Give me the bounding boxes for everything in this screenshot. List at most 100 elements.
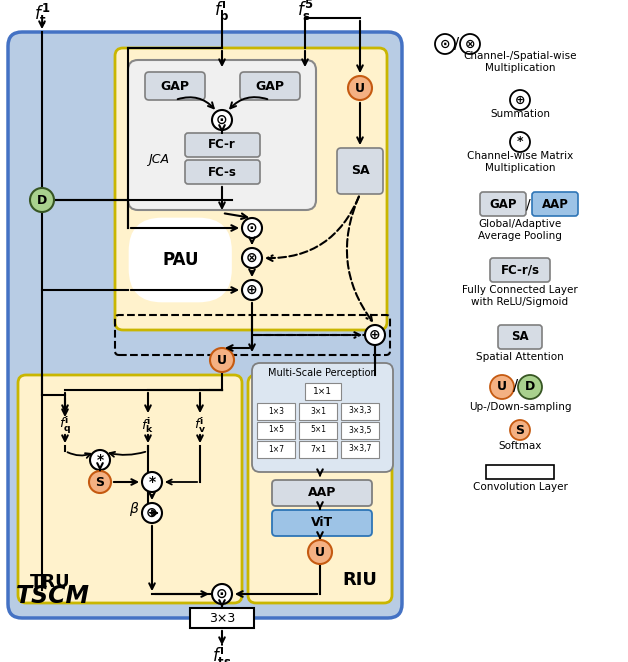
- Circle shape: [348, 76, 372, 100]
- Text: 7×1: 7×1: [310, 444, 326, 453]
- Text: Global/Adaptive: Global/Adaptive: [479, 219, 561, 229]
- Text: S: S: [95, 475, 104, 489]
- Text: ViT: ViT: [311, 516, 333, 530]
- Text: Average Pooling: Average Pooling: [478, 231, 562, 241]
- Text: ⊗: ⊗: [246, 251, 258, 265]
- Circle shape: [89, 471, 111, 493]
- Bar: [299, 403, 337, 420]
- FancyBboxPatch shape: [115, 48, 387, 330]
- Bar: [257, 403, 295, 420]
- Bar: [341, 441, 379, 458]
- Circle shape: [460, 34, 480, 54]
- Text: ⊕: ⊕: [246, 283, 258, 297]
- Text: $f_{\mathbf{k}}^{\mathbf{i}}$: $f_{\mathbf{k}}^{\mathbf{i}}$: [141, 415, 154, 435]
- Text: ⊙: ⊙: [216, 113, 228, 127]
- Text: SA: SA: [350, 164, 369, 177]
- Text: 1×7: 1×7: [268, 444, 284, 453]
- Text: Channel-/Spatial-wise: Channel-/Spatial-wise: [463, 51, 577, 61]
- Text: 3×3,7: 3×3,7: [349, 444, 372, 453]
- Text: U: U: [497, 381, 507, 393]
- Circle shape: [308, 540, 332, 564]
- Text: 3×3,3: 3×3,3: [349, 406, 372, 416]
- Text: $f_{\mathbf{v}}^{\mathbf{i}}$: $f_{\mathbf{v}}^{\mathbf{i}}$: [193, 415, 206, 435]
- Text: 1×5: 1×5: [268, 426, 284, 434]
- Text: Multiplication: Multiplication: [485, 163, 555, 173]
- FancyBboxPatch shape: [498, 325, 542, 349]
- Circle shape: [212, 110, 232, 130]
- Text: FC-r: FC-r: [208, 138, 236, 152]
- Circle shape: [242, 280, 262, 300]
- Text: Softmax: Softmax: [498, 441, 542, 451]
- Text: $\beta$: $\beta$: [129, 500, 139, 518]
- Text: RIU: RIU: [342, 571, 377, 589]
- Circle shape: [142, 503, 162, 523]
- Bar: [299, 422, 337, 439]
- FancyBboxPatch shape: [185, 160, 260, 184]
- Circle shape: [510, 90, 530, 110]
- FancyBboxPatch shape: [490, 258, 550, 282]
- Text: ⊕: ⊕: [146, 506, 158, 520]
- Text: Spatial Attention: Spatial Attention: [476, 352, 564, 362]
- FancyBboxPatch shape: [480, 192, 526, 216]
- Bar: [299, 441, 337, 458]
- Bar: [486, 465, 554, 479]
- Bar: [305, 383, 340, 400]
- Circle shape: [490, 375, 514, 399]
- Text: U: U: [315, 545, 325, 559]
- Circle shape: [30, 188, 54, 212]
- Bar: [190, 608, 254, 628]
- Circle shape: [510, 132, 530, 152]
- Circle shape: [365, 325, 385, 345]
- Text: AAP: AAP: [308, 487, 336, 500]
- Text: ⊕: ⊕: [369, 328, 381, 342]
- FancyBboxPatch shape: [8, 32, 402, 618]
- Circle shape: [210, 348, 234, 372]
- Text: *: *: [148, 475, 156, 489]
- FancyBboxPatch shape: [145, 72, 205, 100]
- Text: Summation: Summation: [490, 109, 550, 119]
- Bar: [257, 422, 295, 439]
- Text: 3×3,5: 3×3,5: [349, 426, 372, 434]
- Text: ⊙: ⊙: [246, 221, 258, 235]
- FancyBboxPatch shape: [252, 363, 393, 472]
- FancyBboxPatch shape: [240, 72, 300, 100]
- Text: $f_{\mathbf{q}}^{\mathbf{i}}$: $f_{\mathbf{q}}^{\mathbf{i}}$: [59, 414, 71, 436]
- Text: /: /: [455, 36, 460, 52]
- Text: AAP: AAP: [541, 197, 568, 211]
- Circle shape: [90, 450, 110, 470]
- Text: $f_{\mathbf{ts}}^{\mathbf{i}}$: $f_{\mathbf{ts}}^{\mathbf{i}}$: [212, 643, 232, 662]
- Text: SA: SA: [511, 330, 529, 344]
- Circle shape: [510, 420, 530, 440]
- Circle shape: [518, 375, 542, 399]
- Text: D: D: [525, 381, 535, 393]
- Text: TSCM: TSCM: [16, 584, 90, 608]
- Text: 3×3: 3×3: [209, 612, 235, 624]
- Text: $f_{\mathbf{s}}^{\mathbf{5}}$: $f_{\mathbf{s}}^{\mathbf{5}}$: [297, 0, 313, 23]
- Text: FC-s: FC-s: [208, 166, 236, 179]
- Text: 1×3: 1×3: [268, 406, 284, 416]
- Text: /: /: [514, 379, 519, 395]
- Circle shape: [142, 472, 162, 492]
- Circle shape: [212, 584, 232, 604]
- Circle shape: [242, 218, 262, 238]
- FancyBboxPatch shape: [185, 133, 260, 157]
- Text: with ReLU/Sigmoid: with ReLU/Sigmoid: [472, 297, 568, 307]
- Text: U: U: [355, 81, 365, 95]
- Text: 1×1: 1×1: [313, 387, 332, 395]
- Text: Channel-wise Matrix: Channel-wise Matrix: [467, 151, 573, 161]
- Text: 5×1: 5×1: [310, 426, 326, 434]
- Text: GAP: GAP: [489, 197, 517, 211]
- Text: PAU: PAU: [162, 251, 198, 269]
- Text: GAP: GAP: [161, 79, 190, 93]
- Text: FC-r/s: FC-r/s: [501, 263, 539, 277]
- Text: Multi-Scale Perception: Multi-Scale Perception: [268, 368, 377, 378]
- FancyBboxPatch shape: [337, 148, 383, 194]
- Text: /: /: [526, 197, 530, 211]
- Text: ⊗: ⊗: [465, 38, 475, 50]
- Text: $f_{\mathbf{t}}^{\mathbf{1}}$: $f_{\mathbf{t}}^{\mathbf{1}}$: [34, 1, 50, 26]
- FancyBboxPatch shape: [128, 60, 316, 210]
- Text: Fully Connected Layer: Fully Connected Layer: [462, 285, 578, 295]
- Text: U: U: [217, 354, 227, 367]
- Text: GAP: GAP: [256, 79, 284, 93]
- Text: $f_{\mathbf{b}}^{\mathbf{i}}$: $f_{\mathbf{b}}^{\mathbf{i}}$: [214, 0, 230, 23]
